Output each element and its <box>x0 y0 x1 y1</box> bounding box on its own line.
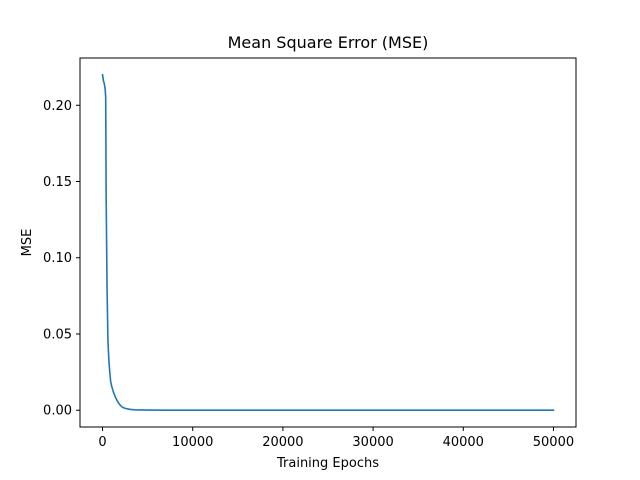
x-axis: 0 10000 20000 30000 40000 50000 <box>98 427 574 450</box>
x-tick-label: 20000 <box>262 435 303 450</box>
x-tick-label: 10000 <box>172 435 213 450</box>
y-axis: 0.00 0.05 0.10 0.15 0.20 <box>43 99 80 419</box>
x-tick-label: 50000 <box>533 435 574 450</box>
y-tick-label: 0.15 <box>43 175 72 190</box>
chart-title: Mean Square Error (MSE) <box>228 33 429 52</box>
y-tick-label: 0.10 <box>43 251 72 266</box>
x-axis-label: Training Epochs <box>276 456 379 471</box>
axes-frame <box>79 57 577 428</box>
plot-area <box>101 73 555 412</box>
y-tick-label: 0.05 <box>43 327 72 342</box>
y-tick-label: 0.20 <box>43 99 72 114</box>
x-tick-label: 30000 <box>352 435 393 450</box>
y-axis-label: MSE <box>20 229 35 257</box>
series-line-0 <box>101 73 555 412</box>
x-tick-label: 40000 <box>443 435 484 450</box>
y-tick-label: 0.00 <box>43 404 72 419</box>
x-tick-label: 0 <box>98 435 106 450</box>
